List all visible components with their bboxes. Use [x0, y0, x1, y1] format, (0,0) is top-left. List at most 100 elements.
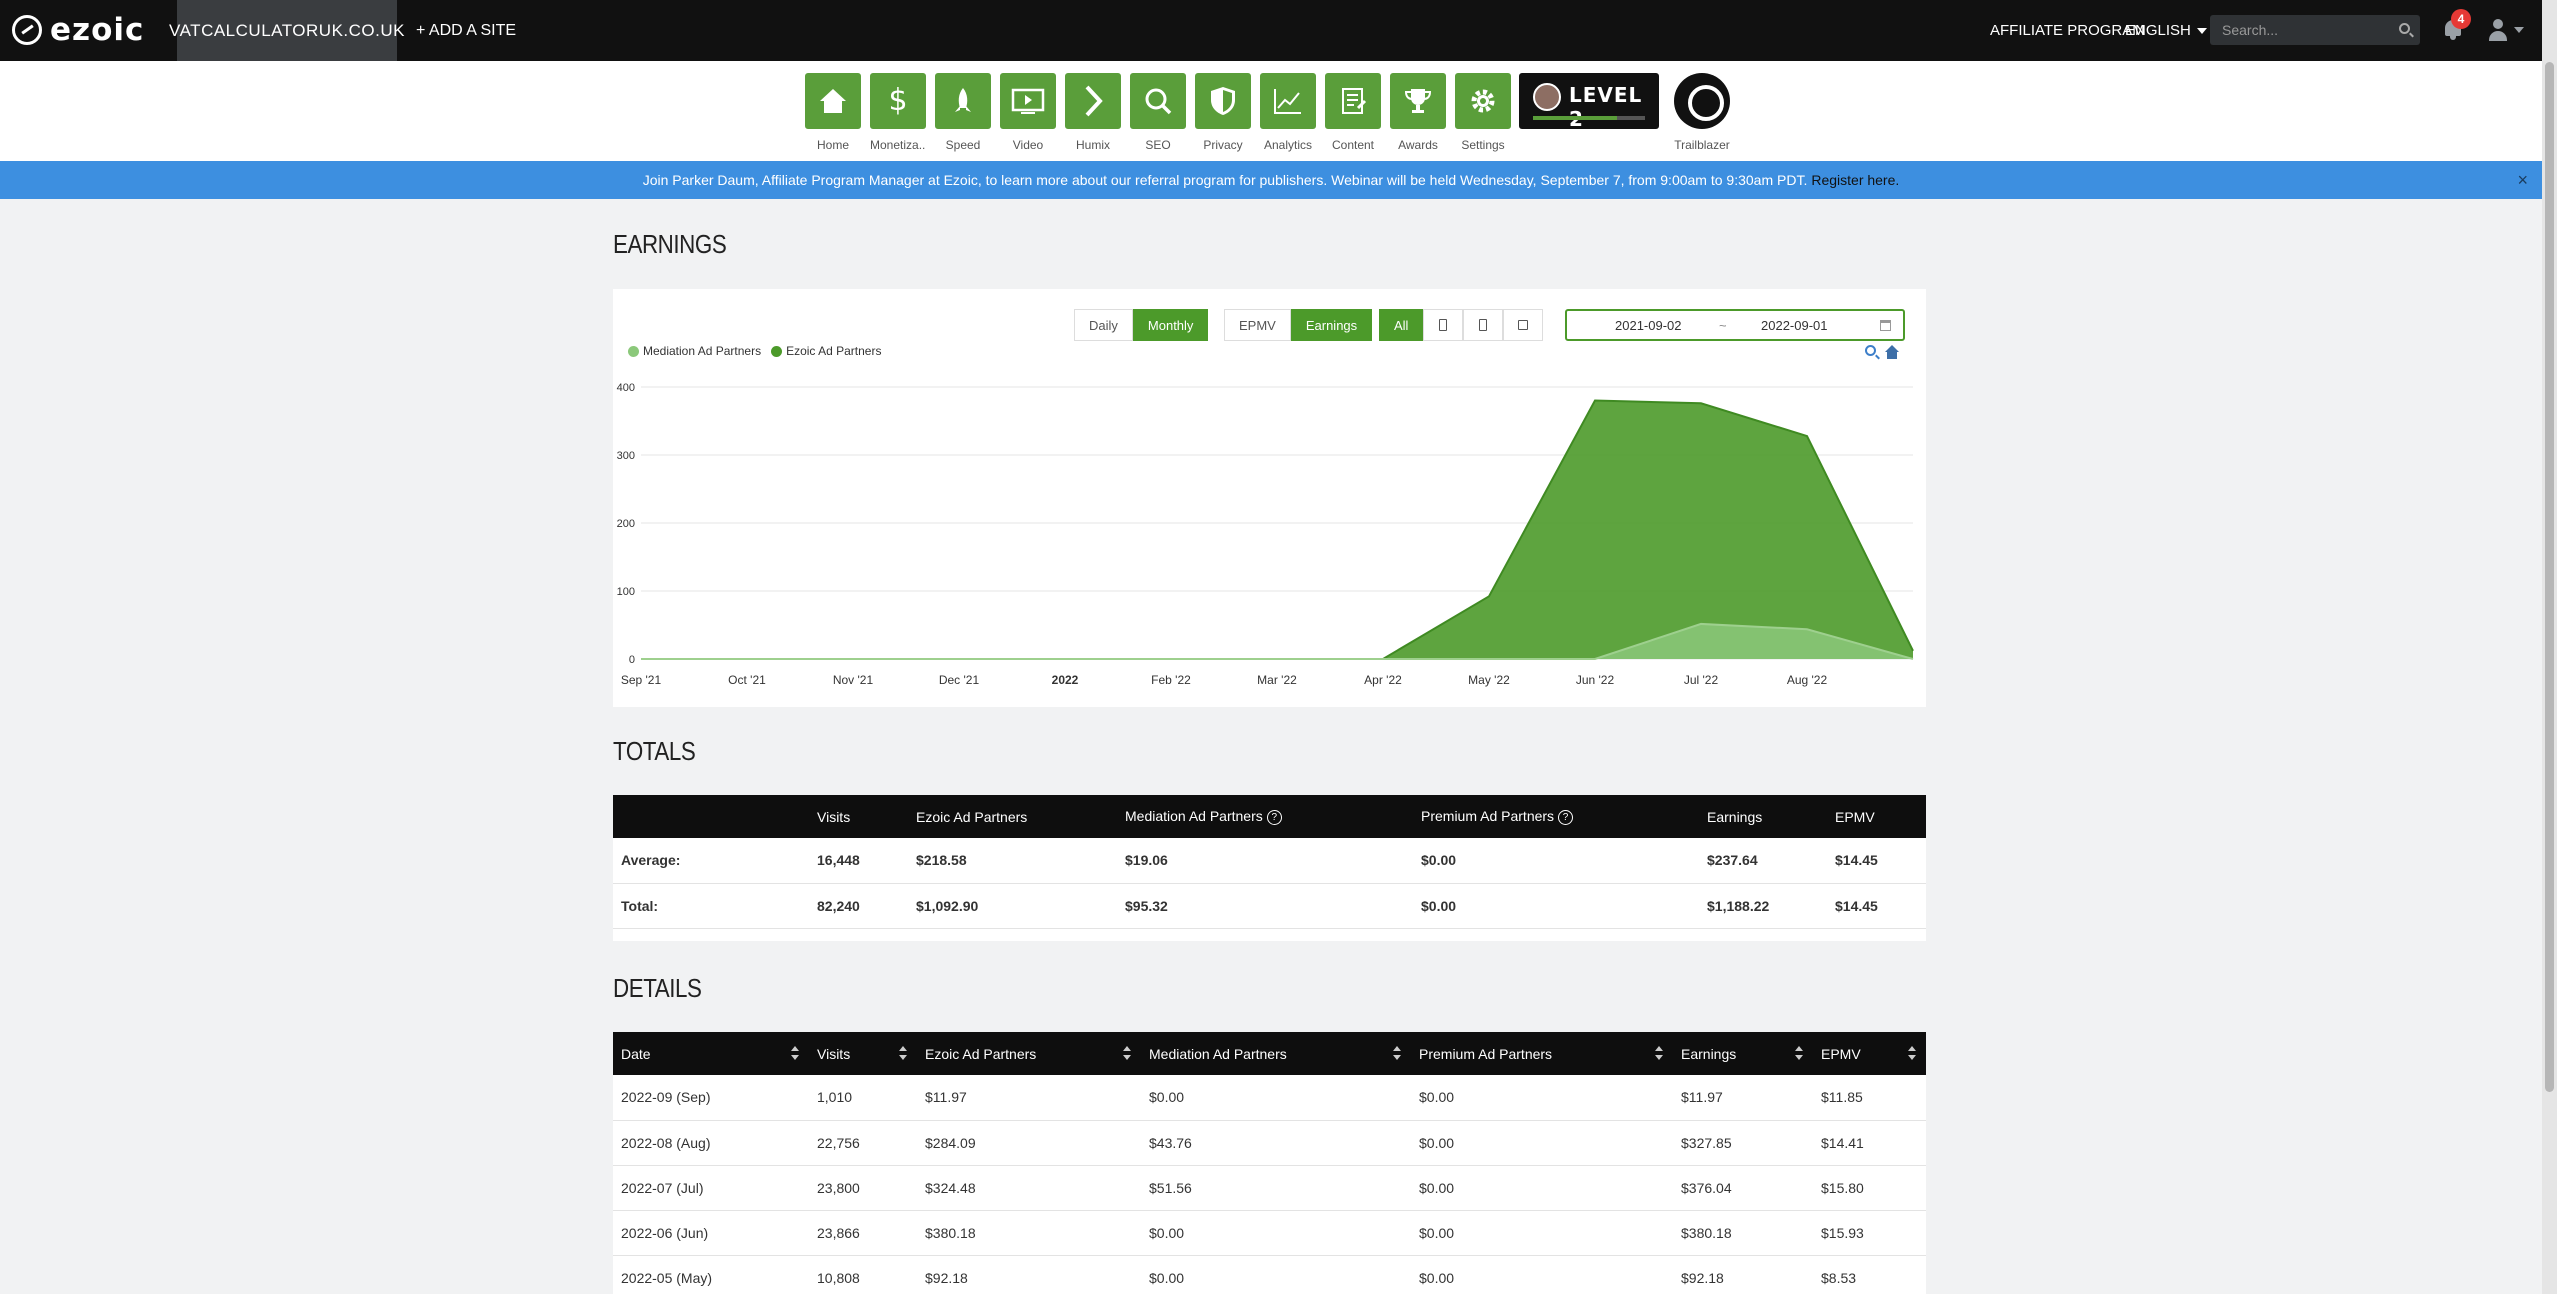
nav-privacy[interactable]: Privacy: [1195, 73, 1251, 152]
date-end[interactable]: 2022-09-01: [1761, 317, 1828, 333]
sortable-column-header[interactable]: Earnings: [1673, 1032, 1813, 1075]
date-range-picker[interactable]: 2021-09-02 ~ 2022-09-01: [1565, 309, 1905, 341]
nav-humix[interactable]: Humix: [1065, 73, 1121, 152]
sort-arrows-icon[interactable]: [791, 1046, 799, 1062]
nav-awards[interactable]: Awards: [1390, 73, 1446, 152]
earnings-button[interactable]: Earnings: [1290, 309, 1373, 341]
x-tick-label: Mar '22: [1257, 673, 1297, 687]
reset-zoom-home-icon[interactable]: [1885, 345, 1899, 359]
desktop-button[interactable]: [1503, 309, 1544, 341]
level-label: LEVEL 2: [1569, 83, 1643, 131]
legend-item[interactable]: Mediation Ad Partners: [628, 344, 761, 358]
sortable-column-header[interactable]: EPMV: [1813, 1032, 1926, 1075]
series-area-mediation[interactable]: [641, 623, 1913, 659]
legend-item[interactable]: Ezoic Ad Partners: [771, 344, 881, 358]
column-header: Earnings: [1699, 795, 1827, 838]
sortable-column-header[interactable]: Visits: [809, 1032, 917, 1075]
totals-title: TOTALS: [613, 736, 696, 766]
sort-arrows-icon[interactable]: [1393, 1046, 1401, 1062]
level-progress-bar: [1533, 116, 1645, 120]
table-cell: $14.41: [1813, 1120, 1926, 1166]
earnings-chart: 0 100 200 300 400 Sep '21 Oct '21 Nov '21 Dec '2…: [617, 382, 1914, 687]
search-input[interactable]: [2222, 22, 2382, 38]
tablet-button[interactable]: [1463, 309, 1504, 341]
zoom-icon[interactable]: [1865, 345, 1876, 356]
nav-content[interactable]: Content: [1325, 73, 1381, 152]
x-tick-label: Feb '22: [1151, 673, 1191, 687]
column-header: Mediation Ad Partners?: [1117, 795, 1413, 838]
level-badge[interactable]: LEVEL 2: [1519, 73, 1659, 131]
table-header-row: Visits Ezoic Ad Partners Mediation Ad Pa…: [613, 795, 1926, 838]
table-row: 2022-08 (Aug) 22,756 $284.09 $43.76 $0.00 $32…: [613, 1120, 1926, 1166]
site-selector[interactable]: VATCALCULATORUK.CO.UK: [169, 0, 404, 61]
nav-label: Awards: [1398, 138, 1438, 152]
table-row: 2022-05 (May) 10,808 $92.18 $0.00 $0.00 $92.1…: [613, 1255, 1926, 1294]
logo-text: ezoic: [50, 12, 145, 48]
sort-arrows-icon[interactable]: [1795, 1046, 1803, 1062]
x-tick-label: Jun '22: [1576, 673, 1615, 687]
x-tick-label: Jul '22: [1684, 673, 1719, 687]
sortable-column-header[interactable]: Mediation Ad Partners: [1141, 1032, 1411, 1075]
nav-video[interactable]: Video: [1000, 73, 1056, 152]
home-icon: [805, 73, 861, 129]
epmv-button[interactable]: EPMV: [1224, 309, 1291, 341]
table-cell: $0.00: [1411, 1165, 1673, 1211]
nav-trailblazer[interactable]: Trailblazer: [1672, 73, 1732, 152]
sortable-column-header[interactable]: Ezoic Ad Partners: [917, 1032, 1141, 1075]
earnings-chart-card: 0 100 200 300 400 Sep '21 Oct '21 Nov '21 Dec '2…: [613, 289, 1926, 707]
earnings-title: EARNINGS: [613, 229, 727, 259]
sortable-column-header[interactable]: Premium Ad Partners: [1411, 1032, 1673, 1075]
legend-label: Ezoic Ad Partners: [786, 344, 882, 358]
calendar-icon[interactable]: [1880, 320, 1891, 331]
sort-arrows-icon[interactable]: [1655, 1046, 1663, 1062]
nav-speed[interactable]: Speed: [935, 73, 991, 152]
scrollbar-thumb[interactable]: [2545, 62, 2554, 1092]
table-cell: 2022-05 (May): [613, 1255, 809, 1294]
mobile-icon: [1439, 319, 1448, 331]
notification-count-badge: 4: [2451, 9, 2471, 29]
register-link[interactable]: Register here.: [1811, 172, 1900, 188]
user-menu[interactable]: [2488, 18, 2528, 42]
shield-icon: [1195, 73, 1251, 129]
column-header-label: Premium Ad Partners: [1419, 1045, 1553, 1062]
language-dropdown[interactable]: ENGLISH: [2125, 0, 2207, 61]
desktop-icon: [1518, 320, 1529, 330]
x-tick-label: 2022: [1052, 673, 1079, 687]
nav-analytics[interactable]: Analytics: [1260, 73, 1316, 152]
close-icon[interactable]: ×: [2517, 170, 2528, 190]
bell-clapper: [2450, 36, 2456, 40]
sort-arrows-icon[interactable]: [899, 1046, 907, 1062]
table-cell: Average:: [613, 838, 809, 884]
nav-monetization[interactable]: $ Monetiza...: [870, 73, 926, 152]
table-cell: $0.00: [1411, 1255, 1673, 1294]
table-header-row: Date Visits Ezoic Ad Partners Mediation Ad …: [613, 1032, 1926, 1075]
nav-home[interactable]: Home: [805, 73, 861, 152]
legend-dot-icon: [628, 345, 639, 357]
series-area-ezoic[interactable]: [641, 400, 1913, 659]
table-cell: 16,448: [809, 838, 908, 884]
chart-legend: Mediation Ad Partners Ezoic Ad Partners: [628, 344, 881, 358]
mobile-button[interactable]: [1423, 309, 1464, 341]
nav-settings[interactable]: Settings: [1455, 73, 1511, 152]
nav-seo[interactable]: SEO: [1130, 73, 1186, 152]
monthly-button[interactable]: Monthly: [1132, 309, 1209, 341]
table-cell: $92.18: [1673, 1255, 1813, 1294]
affiliate-program-link[interactable]: AFFILIATE PROGRAM: [1990, 22, 2145, 39]
all-devices-button[interactable]: All: [1379, 309, 1424, 341]
ezoic-logo[interactable]: ezoic: [12, 12, 144, 48]
video-icon: [1000, 73, 1056, 129]
help-icon[interactable]: ?: [1558, 809, 1574, 825]
nav-label: Analytics: [1263, 138, 1313, 152]
tool-nav-bar: Home $ Monetiza... Speed Video Humix SEO…: [0, 61, 2542, 161]
sort-arrows-icon[interactable]: [1123, 1046, 1131, 1062]
sortable-column-header[interactable]: Date: [613, 1032, 809, 1075]
table-row: 2022-07 (Jul) 23,800 $324.48 $51.56 $0.00 $37…: [613, 1165, 1926, 1211]
page-scrollbar[interactable]: [2542, 0, 2557, 1294]
add-site-link[interactable]: + ADD A SITE: [416, 21, 517, 39]
column-header-label: Date: [621, 1045, 651, 1062]
search-icon[interactable]: [2399, 23, 2410, 34]
daily-button[interactable]: Daily: [1074, 309, 1133, 341]
help-icon[interactable]: ?: [1266, 809, 1282, 825]
sort-arrows-icon[interactable]: [1908, 1046, 1916, 1062]
date-start[interactable]: 2021-09-02: [1615, 317, 1682, 333]
